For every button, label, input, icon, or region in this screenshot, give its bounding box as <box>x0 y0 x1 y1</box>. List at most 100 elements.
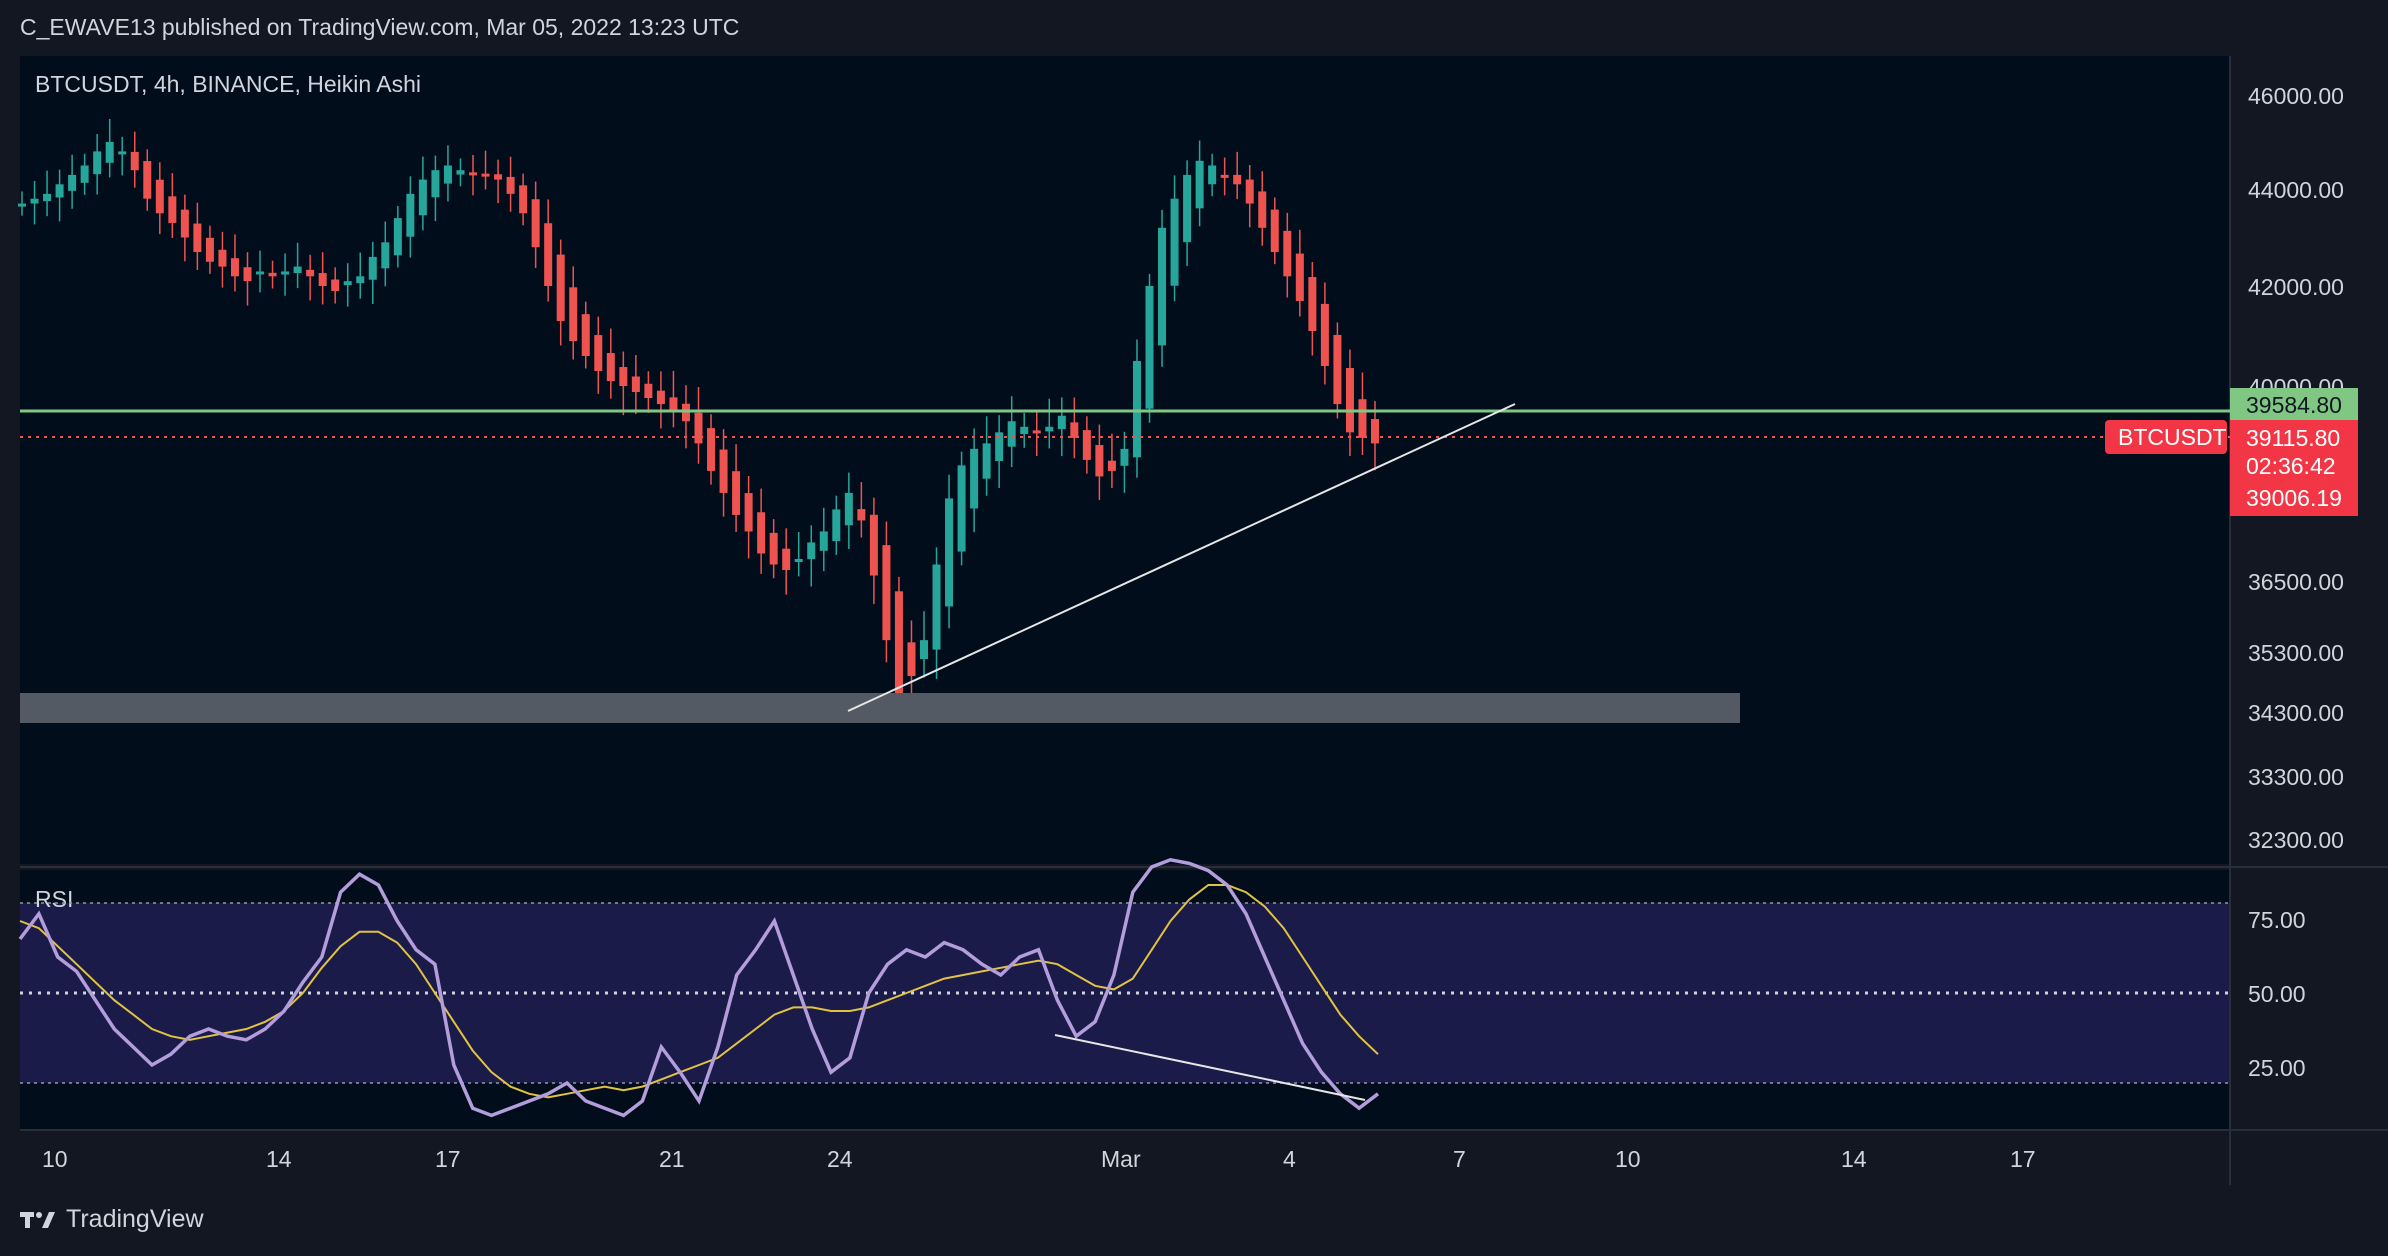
candle-body <box>406 193 415 237</box>
candle-body <box>1195 160 1204 209</box>
candle-body <box>306 269 315 277</box>
x-tick: 4 <box>1283 1146 1296 1172</box>
candle-body <box>544 223 553 286</box>
support-zone[interactable] <box>20 693 1740 723</box>
candle-body <box>619 367 628 386</box>
candle-body <box>30 198 39 204</box>
symbol-tag: BTCUSDT <box>2118 424 2227 450</box>
candle-body <box>819 531 828 551</box>
x-tick: 14 <box>1841 1146 1867 1172</box>
candle-body <box>832 509 841 542</box>
candle-body <box>293 266 302 274</box>
candle-body <box>43 193 52 202</box>
candle-body <box>481 173 490 177</box>
rsi-divergence-line[interactable] <box>1054 1034 1366 1101</box>
candle-body <box>506 176 515 194</box>
tradingview-brand: TradingView <box>66 1205 204 1233</box>
candle-body <box>1208 165 1217 185</box>
candle-body <box>256 271 265 275</box>
x-tick: 10 <box>1615 1146 1641 1172</box>
candle-body <box>807 542 816 560</box>
candle-body <box>205 237 214 262</box>
candle-body <box>118 151 127 155</box>
candle-body <box>168 196 177 223</box>
candle-body <box>894 591 903 694</box>
candle-body <box>594 335 603 371</box>
symbol-tag-bg <box>2105 420 2227 454</box>
candle-body <box>1345 367 1354 433</box>
candle-body <box>381 242 390 269</box>
candle-body <box>143 161 152 199</box>
candle-body <box>1220 174 1229 178</box>
rsi-label: RSI <box>35 886 73 912</box>
chart-title: BTCUSDT, 4h, BINANCE, Heikin Ashi <box>35 71 421 97</box>
candle-body <box>318 273 327 286</box>
candle-body <box>1007 421 1016 447</box>
candle-body <box>669 397 678 411</box>
candle-body <box>393 218 402 256</box>
candle-body <box>1371 419 1379 444</box>
level-price-label: 39584.80 <box>2246 392 2342 418</box>
y-tick: 35300.00 <box>2248 640 2344 666</box>
current-price-label-bg <box>2230 420 2358 516</box>
x-tick: 21 <box>659 1146 685 1172</box>
candle-body <box>55 184 64 198</box>
candle-body <box>368 256 377 280</box>
candle-body <box>1170 198 1179 286</box>
candle-body <box>180 209 189 238</box>
x-tick: 7 <box>1453 1146 1466 1172</box>
candle-body <box>1245 179 1254 204</box>
candle-body <box>869 514 878 576</box>
x-tick: Mar <box>1101 1146 1141 1172</box>
rsi-tick: 50.00 <box>2248 981 2306 1007</box>
y-tick: 44000.00 <box>2248 177 2344 203</box>
tradingview-logo[interactable]: TradingView <box>20 1205 204 1234</box>
candle-body <box>719 449 728 493</box>
candle-body <box>1183 174 1192 243</box>
x-tick: 10 <box>42 1146 68 1172</box>
candle-body <box>857 509 866 521</box>
candle-body <box>456 170 465 175</box>
candle-body <box>569 287 578 341</box>
candle-body <box>1145 286 1154 409</box>
candle-body <box>694 412 703 444</box>
candle-body <box>331 279 340 291</box>
candle-body <box>707 428 716 471</box>
current-price-label: 39115.80 <box>2246 425 2340 451</box>
candle-body <box>155 179 164 214</box>
candle-body <box>1233 174 1242 185</box>
candle-body <box>782 548 791 570</box>
candle-body <box>1070 422 1079 438</box>
candle-body <box>18 203 26 207</box>
candle-body <box>1358 399 1367 438</box>
y-tick: 33300.00 <box>2248 764 2344 790</box>
candle-body <box>606 353 615 381</box>
candle-body <box>1095 445 1104 477</box>
ha-close-label: 39006.19 <box>2246 485 2342 511</box>
bar-countdown: 02:36:42 <box>2246 453 2336 479</box>
candle-body <box>243 267 252 282</box>
candle-body <box>130 151 139 171</box>
candle-body <box>744 493 753 532</box>
candle-body <box>945 498 954 607</box>
candle-body <box>882 545 891 641</box>
rsi-tick: 25.00 <box>2248 1055 2306 1081</box>
candle-body <box>1032 430 1041 434</box>
candle-body <box>581 314 590 356</box>
candle-body <box>556 254 565 321</box>
tradingview-logo-icon <box>20 1211 55 1228</box>
candle-body <box>757 512 766 554</box>
candle-body <box>93 151 102 175</box>
candle-body <box>644 383 653 399</box>
trendline[interactable] <box>847 403 1516 712</box>
candle-body <box>443 165 452 184</box>
candle-body <box>1295 253 1304 301</box>
x-tick: 17 <box>435 1146 461 1172</box>
candle-body <box>68 174 77 191</box>
candle-body <box>970 448 979 509</box>
candle-body <box>957 465 966 552</box>
y-tick: 42000.00 <box>2248 274 2344 300</box>
candle-body <box>494 174 503 180</box>
candle-body <box>1308 277 1317 331</box>
